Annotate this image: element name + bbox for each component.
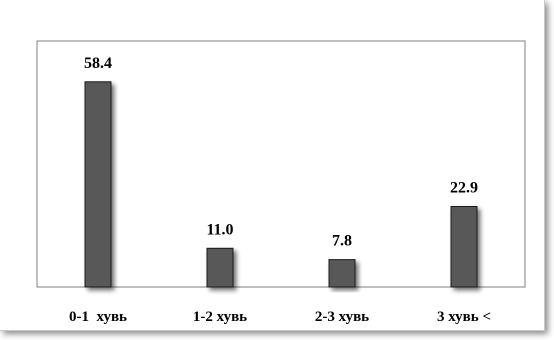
value-label-1: 11.0 (206, 221, 233, 238)
category-label-2: 2-3 хувь (315, 309, 369, 325)
value-label-3: 22.9 (450, 180, 478, 197)
category-labels-group: 0-1 хувь 1-2 хувь 2-3 хувь 3 хувь < (69, 309, 491, 325)
plot-area (36, 40, 526, 288)
category-label-3: 3 хувь < (437, 309, 491, 325)
value-label-0: 58.4 (84, 55, 112, 72)
bar-3 (450, 206, 478, 288)
bar-0 (84, 81, 112, 288)
category-label-1: 1-2 хувь (193, 309, 247, 325)
value-labels-group: 58.4 11.0 7.8 22.9 (84, 55, 478, 250)
value-label-2: 7.8 (332, 233, 352, 250)
bars-group (84, 81, 478, 288)
bar-2 (328, 259, 356, 288)
category-label-0: 0-1 хувь (69, 309, 127, 325)
bar-1 (206, 247, 234, 288)
